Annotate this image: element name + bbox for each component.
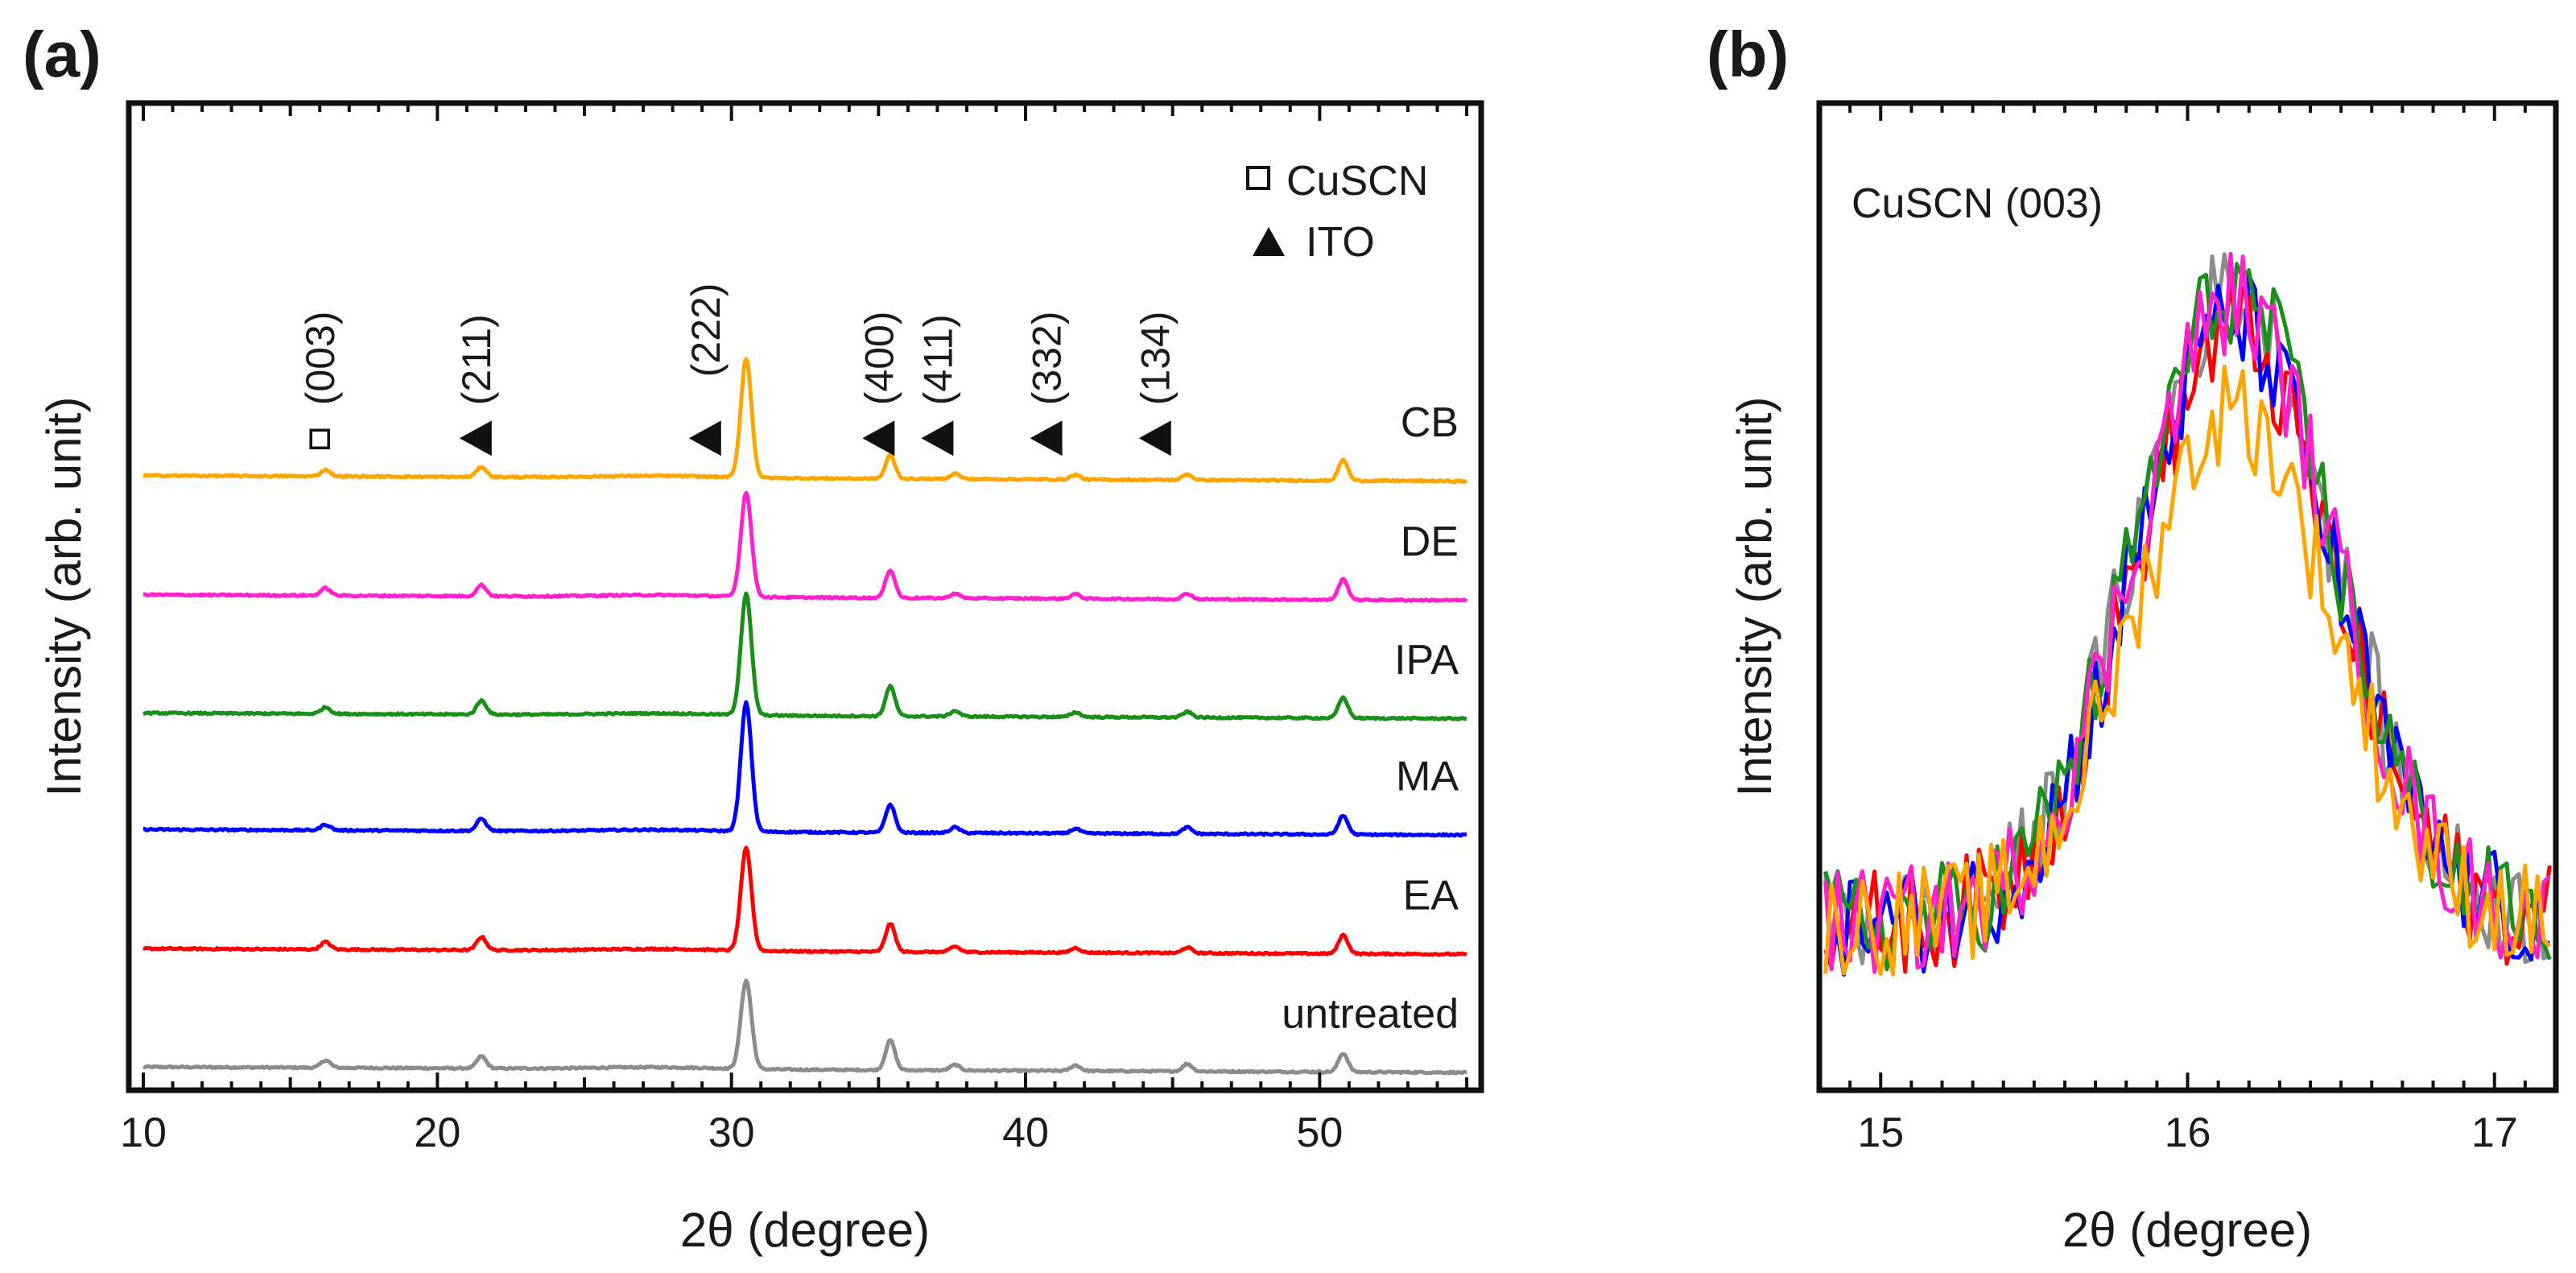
series-line-untreated: [142, 978, 1468, 1076]
x-tick-label: 30: [708, 1110, 755, 1156]
peak-hkl-label: (211): [454, 314, 499, 405]
series-label-ipa: IPA: [1394, 637, 1459, 684]
panel-b-label: (b): [1707, 19, 1789, 90]
ito-triangle-marker: [688, 420, 721, 457]
zoom-series-line-ma: [1823, 273, 2550, 977]
panel-a-label: (a): [23, 19, 101, 90]
peak-hkl-label: (222): [683, 283, 729, 378]
panel-a-series-group: untreated EA MA IPA DE CB: [142, 357, 1468, 1076]
series-line-ipa: [142, 591, 1468, 721]
panel-a-x-ticks: 10 20 30 40 50: [120, 103, 1468, 1156]
x-tick-label: 50: [1296, 1110, 1343, 1156]
x-tick-label: 16: [2165, 1110, 2211, 1156]
panel-b-x-ticks: 15 16 17: [1818, 103, 2557, 1156]
panel-b-x-axis-label: 2θ (degree): [2062, 1203, 2312, 1257]
legend-label-cuscn: CuSCN: [1286, 158, 1428, 205]
peak-hkl-label: (134): [1133, 312, 1179, 406]
panel-a: (a) untreated EA MA IPA DE CB 10 20 30 40 50 (003…: [23, 19, 1484, 1257]
series-label-de: DE: [1401, 519, 1459, 565]
peak-hkl-label: (400): [857, 312, 902, 406]
ito-triangle-marker: [459, 420, 492, 457]
x-tick-label: 17: [2471, 1110, 2518, 1156]
panel-b-y-axis-label: Intensity (arb. unit): [1728, 397, 1781, 797]
panel-a-x-axis-label: 2θ (degree): [680, 1203, 930, 1257]
series-line-ea: [142, 845, 1468, 957]
peak-hkl-label: (332): [1025, 312, 1070, 406]
panel-a-y-axis-label: Intensity (arb. unit): [37, 397, 91, 797]
panel-b-frame: [1816, 100, 2559, 1093]
peak-hkl-label: (411): [915, 314, 960, 405]
panel-b: (b) 15 16 17 CuSCN (003) 2θ (degree) Inten…: [1707, 19, 2559, 1257]
series-line-cb: [142, 357, 1468, 485]
zoom-series-line-ea: [1823, 282, 2552, 974]
series-line-ma: [142, 700, 1468, 838]
panel-a-frame: [126, 100, 1484, 1093]
zoom-series-line-cb: [1823, 364, 2552, 977]
series-line-de: [142, 490, 1468, 603]
series-label-ma: MA: [1396, 754, 1459, 800]
cuscn-square-marker: [309, 428, 330, 450]
panel-a-peak-annotations: (003) (211) (222) (400) (411) (332) (134): [298, 283, 1179, 457]
x-tick-label: 20: [414, 1110, 460, 1156]
panel-a-legend: CuSCN ITO: [1246, 158, 1428, 266]
x-tick-label: 15: [1857, 1110, 1904, 1156]
ito-triangle-marker: [921, 420, 954, 457]
legend-square-marker: [1246, 166, 1270, 190]
x-tick-label: 10: [120, 1110, 167, 1156]
ito-triangle-marker: [1138, 420, 1171, 457]
panel-b-annotation: CuSCN (003): [1852, 180, 2103, 227]
x-tick-label: 40: [1002, 1110, 1049, 1156]
legend-triangle-marker: [1253, 227, 1285, 256]
peak-hkl-label: (003): [298, 312, 343, 406]
ito-triangle-marker: [862, 420, 895, 457]
zoom-series-line-ipa: [1823, 262, 2552, 972]
ito-triangle-marker: [1030, 420, 1063, 457]
series-label-cb: CB: [1401, 399, 1459, 446]
series-label-ea: EA: [1403, 873, 1459, 920]
legend-label-ito: ITO: [1306, 219, 1375, 266]
panel-b-series-group: [1823, 251, 2552, 977]
series-label-untreated: untreated: [1282, 991, 1459, 1038]
zoom-series-line-de: [1823, 251, 2552, 974]
